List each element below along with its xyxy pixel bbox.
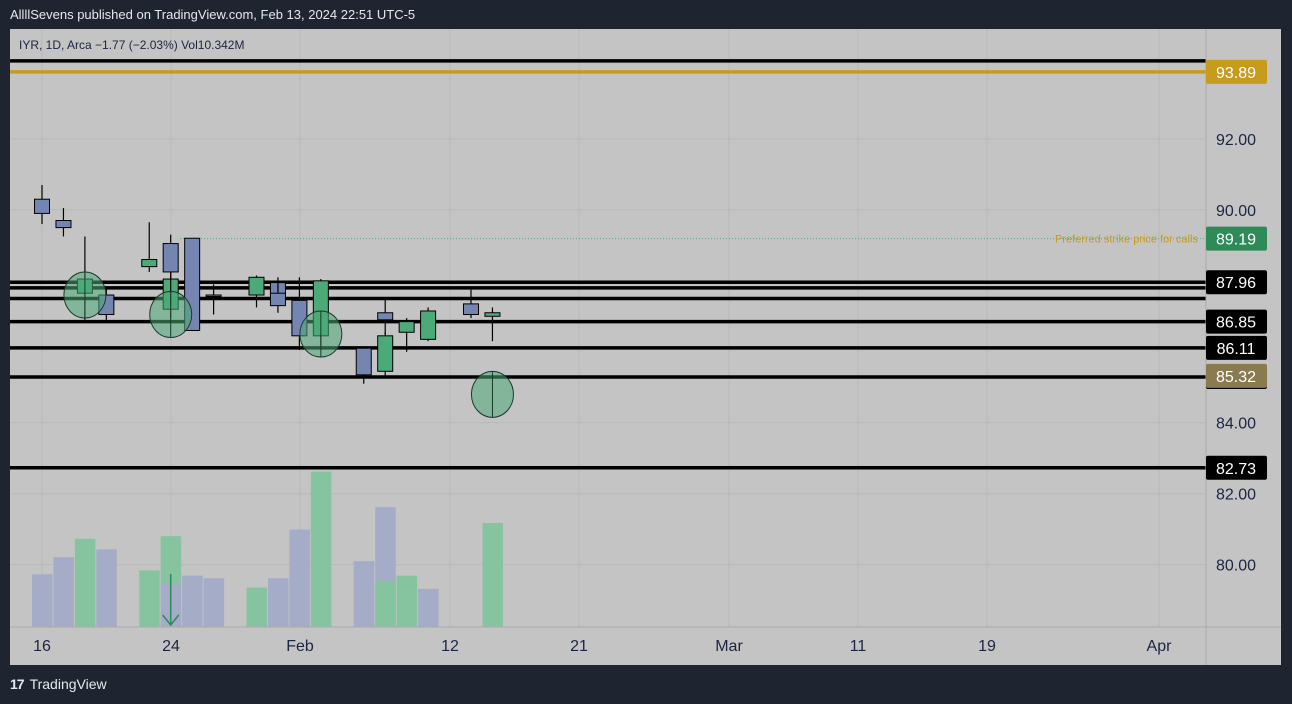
price-chart[interactable]: Preferred strike price for calls 16 24 Feb…: [10, 29, 1281, 665]
down-arrow-icon: [162, 614, 180, 627]
price-label: 86.11: [1217, 341, 1256, 358]
y-tick-label: 80.00: [1216, 558, 1256, 575]
strike-annotation: Preferred strike price for calls: [1055, 234, 1199, 246]
candle-body: [269, 292, 286, 307]
candle-body: [484, 312, 501, 317]
volume-bar: [96, 549, 117, 627]
x-tick-label: 11: [850, 638, 867, 655]
y-tick-label: 84.00: [1216, 416, 1256, 433]
volume-bar: [396, 575, 418, 627]
x-tick-label: 24: [162, 638, 180, 655]
candle-body: [55, 220, 72, 229]
candle-body: [34, 198, 50, 214]
x-tick-label: Mar: [715, 638, 743, 655]
price-label-badge: [1206, 270, 1267, 295]
candle-body: [377, 335, 394, 372]
candle-body: [420, 310, 437, 340]
volume-bar: [53, 557, 74, 627]
candle-body: [141, 259, 158, 268]
volume-bar: [310, 471, 332, 627]
price-label: 89.19: [1216, 232, 1256, 249]
volume-bar: [203, 578, 225, 627]
candle-body: [162, 243, 179, 273]
x-tick-label: Feb: [286, 638, 314, 655]
x-tick-label: 21: [570, 638, 588, 655]
volume-bar: [289, 529, 310, 627]
price-label-badge: [1206, 335, 1267, 360]
symbol-info: IYR, 1D, Arca −1.77 (−2.03%) Vol10.342M: [19, 38, 244, 52]
last-price-label: 85.32: [1216, 369, 1256, 386]
volume-bar: [375, 580, 396, 627]
volume-bar: [182, 575, 203, 627]
chart-panel[interactable]: Preferred strike price for calls 16 24 Feb…: [10, 29, 1281, 665]
candle-body: [398, 321, 415, 333]
candle-body: [463, 303, 479, 316]
tradingview-logo-icon: 17: [10, 676, 25, 692]
volume-bar: [418, 588, 439, 627]
price-label-badge: [1206, 309, 1267, 334]
price-label-badge: [1206, 455, 1267, 480]
volume-bar: [267, 578, 289, 627]
brand-label: TradingView: [29, 676, 107, 692]
volume-bar: [74, 538, 96, 627]
price-label: 86.85: [1216, 315, 1256, 332]
price-label: 93.89: [1216, 65, 1256, 82]
publish-header: AllllSevens published on TradingView.com…: [10, 7, 416, 22]
candle-body: [377, 312, 394, 321]
last-price-badge: [1206, 363, 1267, 388]
y-tick-label: 90.00: [1216, 203, 1256, 220]
x-tick-label: Apr: [1147, 638, 1173, 655]
candle-body: [205, 294, 222, 298]
x-tick-label: 19: [978, 638, 996, 655]
candle-body: [248, 276, 265, 296]
footer-brand: 17 TradingView: [10, 676, 107, 692]
volume-bar: [246, 587, 267, 627]
volume-bar: [482, 522, 503, 627]
x-tick-label: 16: [33, 638, 51, 655]
price-label-badge: [1206, 59, 1267, 84]
price-label-badge: [1206, 226, 1267, 251]
x-tick-label: 12: [441, 638, 459, 655]
volume-bar: [353, 561, 375, 627]
y-tick-label: 82.00: [1216, 487, 1256, 504]
candle-body: [355, 347, 372, 376]
price-label: 87.96: [1216, 275, 1256, 292]
volume-bar: [32, 574, 53, 627]
price-label: 82.73: [1216, 461, 1256, 478]
volume-bar: [139, 570, 160, 627]
y-tick-label: 92.00: [1216, 132, 1256, 149]
